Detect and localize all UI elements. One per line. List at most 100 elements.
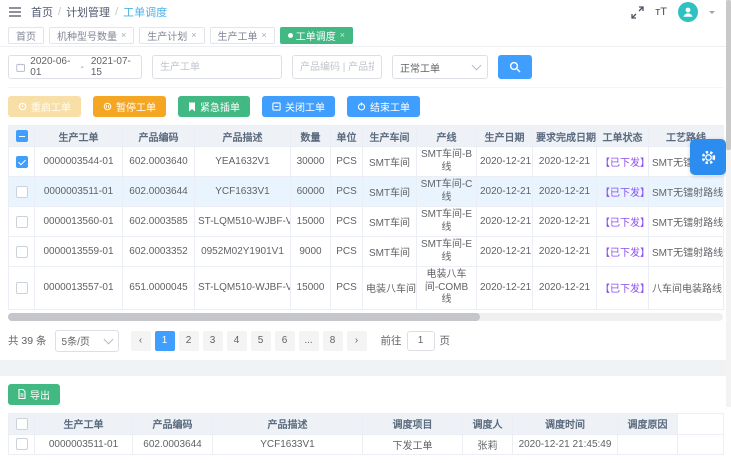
font-size-icon[interactable]: тT [655,6,667,18]
pause-order-button[interactable]: 暂停工单 [93,96,166,117]
breadcrumb: 首页 / 计划管理 / 工单调度 [31,4,167,20]
table-cell: 30000 [290,146,331,177]
finish-order-button[interactable]: 结束工单 [347,96,420,117]
user-avatar[interactable] [678,2,698,22]
breadcrumb-plan-management[interactable]: 计划管理 [66,7,111,19]
page-button[interactable]: 8 [322,330,343,351]
tab-label: 机种型号数量 [57,31,117,43]
row-checkbox[interactable] [15,155,28,168]
vertical-scrollbar[interactable] [726,0,731,407]
button-label: 紧急插单 [200,103,240,114]
order-type-select[interactable]: 正常工单 [392,55,488,79]
table-cell: 2020-12-21 [476,146,533,177]
breadcrumb-current-page: 工单调度 [123,7,168,19]
table-cell: PCS [330,176,363,207]
row-checkbox[interactable] [15,281,28,294]
table-cell: SMT车间-C线 [416,176,477,207]
tab-close-icon[interactable]: × [121,30,127,40]
page-button[interactable]: 3 [202,330,223,351]
table-row[interactable]: 0000003511-01 602.0003644 YCF1633V1 60000 PC… [8,176,724,207]
page-size-value: 5条/页 [61,337,90,348]
order-type-value: 正常工单 [400,63,440,75]
table-cell: ST-LQM510-WJBF-V2 [194,266,291,310]
tab-production-plan[interactable]: 生产计划 × [139,26,205,44]
table-cell: 0000003511-01 [34,176,123,207]
breadcrumb-home[interactable]: 首页 [31,7,53,19]
page-button[interactable]: 5 [250,330,271,351]
page-button[interactable]: 4 [226,330,247,351]
row-checkbox[interactable] [15,185,28,198]
table-cell: PCS [330,266,363,310]
close-order-button[interactable]: 关闭工单 [262,96,335,117]
column-header: 生产工单 [34,412,133,435]
prev-page-button[interactable]: ‹ [130,330,151,351]
page-button[interactable]: 6 [274,330,295,351]
table-row[interactable]: 0000013557-01 651.0000045 ST-LQM510-WJBF-V… [8,266,724,310]
tab-close-icon[interactable]: × [261,30,267,40]
search-button[interactable] [498,55,532,79]
work-orders-table: 生产工单 产品编码 产品描述 数量 单位 生产车间 产线 生产日期 要求完成日期 工单状态 工艺路线… [8,125,724,310]
top-header: 首页 / 计划管理 / 工单调度 тT [0,0,731,24]
goto-page-input[interactable] [406,330,435,351]
table-row[interactable]: 0000013559-01 602.0003352 0952M02Y1901V1 90… [8,236,724,267]
tab-order-dispatch[interactable]: 工单调度 × [279,26,354,44]
table-row[interactable]: 0000013560-01 602.0003585 ST-LQM510-WJBF-V… [8,206,724,237]
page-number-list: 1 2 3 4 5 6... 8 [154,330,343,351]
horizontal-scrollbar-thumb[interactable] [8,312,480,321]
table-cell: 0000013557-01 [34,266,123,310]
column-header: 调度时间 [512,412,618,435]
pause-icon [103,102,112,111]
tab-home[interactable]: 首页 [8,26,44,44]
tab-model-quantity[interactable]: 机种型号数量 × [49,26,135,44]
horizontal-scrollbar[interactable] [8,312,723,321]
table-cell: YEA1632V1 [194,146,291,177]
urgent-insert-button[interactable]: 紧急插单 [178,96,250,117]
table-row[interactable]: 0000003544-01 602.0003640 YEA1632V1 30000 PC… [8,146,724,177]
export-button[interactable]: 导出 [8,383,60,405]
row-checkbox[interactable] [15,215,28,228]
tab-close-icon[interactable]: × [339,30,346,40]
column-header: 调度原因 [617,412,678,435]
bookmark-icon [189,102,195,111]
row-checkbox[interactable] [15,438,28,450]
table-cell: 0000013559-01 [34,236,123,267]
page-size-select[interactable]: 5条/页 [54,329,119,352]
dispatch-log-table: 生产工单 产品编码 产品描述 调度项目 调度人 调度时间 调度原因 0000003511-01… [8,412,724,455]
table-cell: 2020-12-21 [476,266,533,310]
table-cell: 60000 [290,176,331,207]
button-label: 导出 [30,390,50,402]
product-search-input[interactable] [292,55,382,79]
page-button[interactable]: 1 [154,330,175,351]
column-header: 产品编码 [122,125,195,147]
next-page-button[interactable]: › [346,330,367,351]
box-icon [272,102,281,111]
total-count-label: 共 39 条 [8,335,47,347]
select-all-checkbox[interactable] [15,130,28,142]
table-cell: 15000 [290,266,331,310]
tab-close-icon[interactable]: × [191,30,197,40]
restart-order-button[interactable]: 重启工单 [8,96,81,117]
page-button[interactable]: 2 [178,330,199,351]
settings-float-button[interactable] [690,139,726,175]
fullscreen-icon[interactable] [631,5,644,19]
table-row[interactable]: 0000003511-01 602.0003644 YCF1633V1 下发工单 张莉 2… [8,433,724,455]
table-cell: 0000003544-01 [34,146,123,177]
date-start: 2020-06-01 [30,56,71,78]
column-header: 数量 [290,125,331,147]
page-ellipsis[interactable]: ... [298,330,319,351]
sidebar-toggle-icon[interactable] [8,6,22,18]
table-cell: ST-LQM510-WJBF-V2 [194,206,291,237]
table-cell: 【已下发】 [596,266,649,310]
column-header: 产品描述 [194,125,291,147]
user-menu-caret-icon[interactable] [709,10,715,17]
search-icon [509,61,521,73]
select-all-checkbox[interactable] [15,417,28,430]
row-checkbox[interactable] [15,245,28,258]
tab-production-order[interactable]: 生产工单 × [209,26,275,44]
order-search-input[interactable] [152,55,282,79]
chevron-down-icon [471,60,482,71]
table-cell: 651.0000045 [122,266,195,310]
table-cell: 电装八车间 [362,266,417,310]
date-range-picker[interactable]: 2020-06-01 - 2021-07-15 [8,55,142,79]
vertical-scrollbar-thumb[interactable] [726,0,731,150]
